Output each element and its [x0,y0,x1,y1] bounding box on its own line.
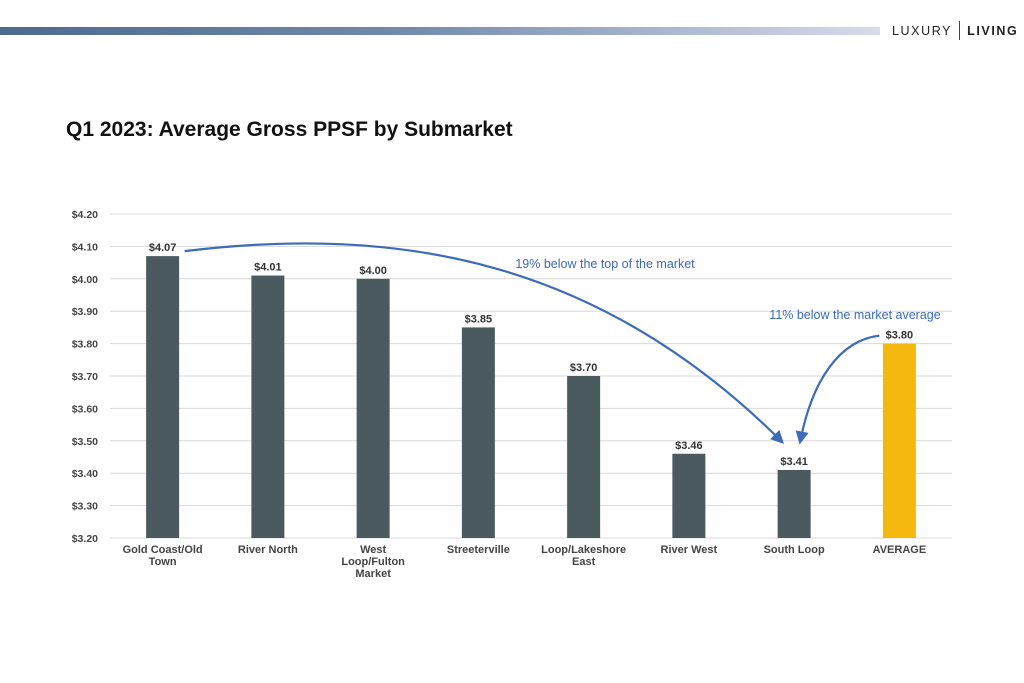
annotation-top-of-market: 19% below the top of the market [515,257,695,271]
bar [146,256,180,538]
category-label-line: River North [238,544,298,556]
bar [567,376,601,538]
y-tick-label: $3.20 [72,533,98,545]
category-label: River West [661,544,718,556]
y-tick-label: $3.90 [72,306,98,318]
y-tick-label: $4.10 [72,241,98,253]
data-label: $4.00 [359,265,387,277]
x-axis-categories: Gold Coast/Old Town River North West Loop/Fu… [123,544,927,580]
y-tick-label: $3.80 [72,339,98,351]
data-label: $3.41 [780,456,808,468]
data-label: $4.07 [149,242,177,254]
category-label-line: West [360,544,386,556]
category-label: Gold Coast/Old Town [123,544,203,568]
bar [251,275,285,538]
category-label: River North [238,544,298,556]
brand-word-luxury: LUXURY [892,23,953,38]
bar [356,278,390,538]
category-label: West Loop/Fulton Market [341,544,405,580]
data-label: $3.85 [465,313,493,325]
data-label: $4.01 [254,262,282,274]
category-label-line: Market [355,568,391,580]
annotation-market-average: 11% below the market average [769,308,940,322]
arrow-average-to-south-loop [795,334,880,445]
category-label-line: Loop/Lakeshore [541,544,626,556]
category-label-line: South Loop [764,544,825,556]
bar [777,469,811,538]
brand-divider [959,21,961,40]
bar [672,453,706,538]
category-label-line: Loop/Fulton [341,556,405,568]
data-label: $3.70 [570,362,598,374]
data-label: $3.46 [675,440,703,452]
category-label: Streeterville [447,544,510,556]
bar [461,327,495,538]
category-label-line: Town [149,556,177,568]
category-label-line: Gold Coast/Old [123,544,203,556]
y-tick-label: $3.30 [72,501,98,513]
category-label-line: Streeterville [447,544,510,556]
data-label: $3.80 [886,330,914,342]
y-tick-label: $3.40 [72,468,98,480]
category-label-line: East [572,556,596,568]
brand-logo: LUXURY LIVING [892,21,1018,40]
category-label: Loop/Lakeshore East [541,544,626,568]
y-tick-label: $3.50 [72,436,98,448]
category-label: South Loop [764,544,825,556]
average-bar [882,343,916,538]
arrow-top-to-south-loop [184,242,784,444]
chart-title: Q1 2023: Average Gross PPSF by Submarket [66,118,513,141]
y-tick-label: $3.70 [72,371,98,383]
brand-word-living: LIVING [967,23,1019,38]
header-gradient-band [0,27,880,35]
y-tick-label: $3.60 [72,403,98,415]
annotations: 19% below the top of the market 11% below… [184,242,941,445]
y-tick-label: $4.00 [72,274,98,286]
category-label-line: River West [661,544,718,556]
y-axis-ticks: $3.20 $3.30 $3.40 $3.50 $3.60 $3.70 $3.80 $3.90… [72,209,98,545]
category-label-line: AVERAGE [873,544,927,556]
y-tick-label: $4.20 [72,209,98,221]
data-labels: $4.07 $4.01 $4.00 $3.85 $3.70 $3.46 $3.41 $3.80 [149,242,913,468]
bars [146,256,916,538]
category-label: AVERAGE [873,544,927,556]
gridlines [110,213,952,539]
